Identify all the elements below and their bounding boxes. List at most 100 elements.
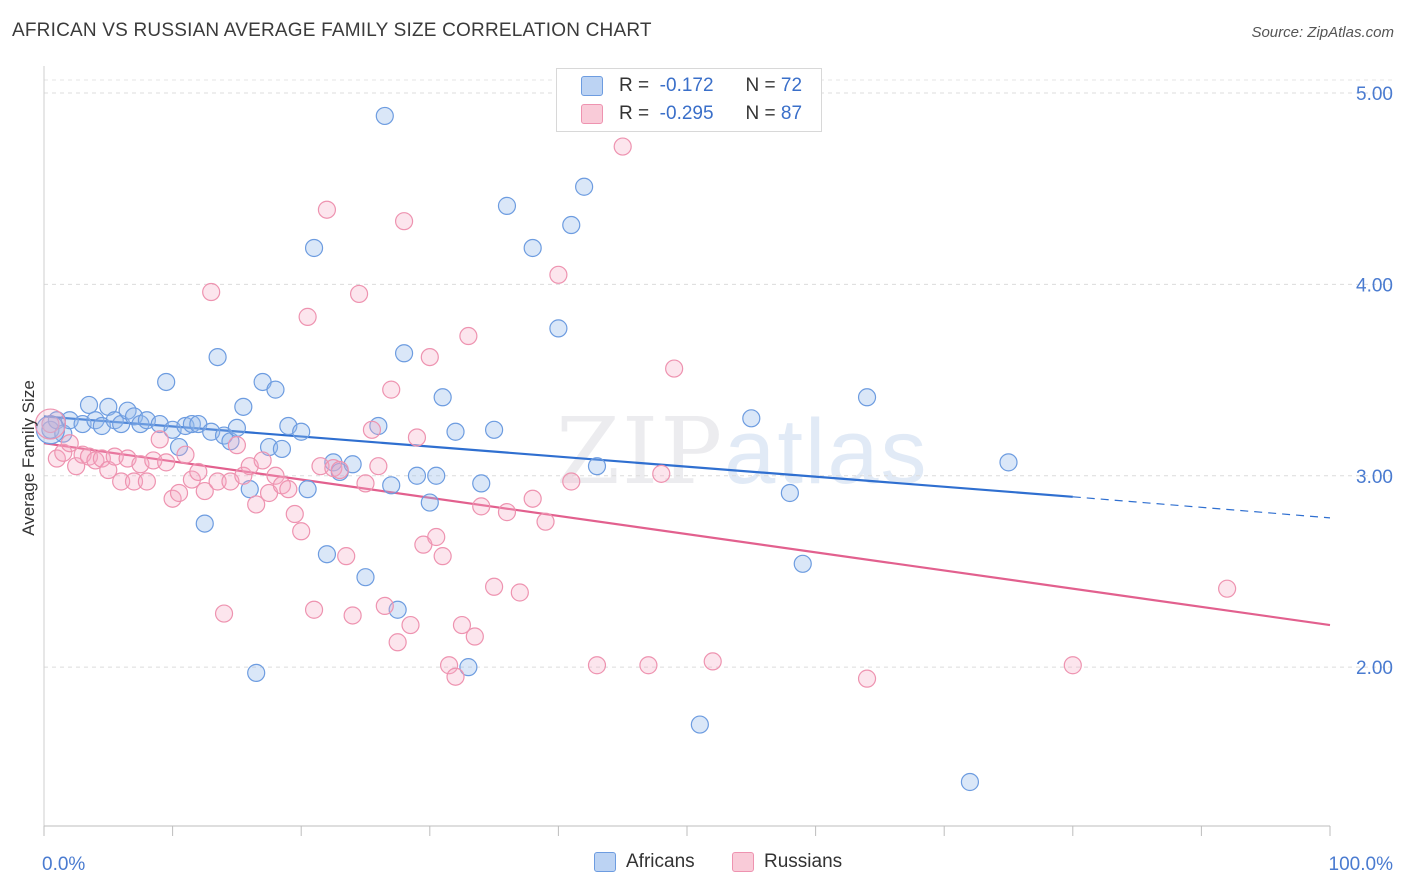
point-russians (388, 633, 407, 652)
point-russians (54, 443, 73, 462)
axis-labels: 2.00 3.00 4.00 5.00 0.0% 100.0% Average Family… (19, 84, 1393, 875)
point-russians (279, 480, 298, 499)
point-russians (523, 489, 542, 508)
point-russians (703, 652, 722, 671)
point-russians (562, 472, 581, 491)
point-russians (394, 212, 414, 231)
point-russians (67, 457, 86, 476)
point-africans (266, 380, 285, 399)
legend-r-value: -0.172 (659, 75, 714, 96)
point-russians (459, 326, 478, 346)
point-russians (433, 547, 452, 566)
point-africans (575, 177, 594, 196)
point-africans (195, 514, 214, 533)
point-russians (202, 282, 221, 302)
point-russians (349, 284, 369, 304)
point-russians (362, 420, 382, 439)
point-africans (472, 474, 491, 493)
point-russians (292, 522, 311, 541)
trend-lines (43, 415, 1331, 627)
point-africans (356, 568, 375, 587)
point-russians (112, 472, 131, 491)
legend-swatch-russians (581, 104, 603, 124)
point-russians (510, 583, 529, 602)
point-russians (124, 472, 144, 491)
trend-line-russians (43, 442, 1331, 627)
point-russians (401, 615, 420, 635)
point-russians (1063, 656, 1082, 675)
point-africans (182, 414, 201, 434)
chart-source: Source: ZipAtlas.com (1251, 24, 1394, 41)
bottom-legend-label-africans: Africans (626, 851, 695, 872)
point-africans (420, 493, 439, 512)
point-russians (189, 462, 208, 482)
point-russians (137, 472, 156, 491)
y-tick-label: 4.00 (1356, 275, 1393, 296)
point-russians (613, 137, 632, 156)
gridlines (44, 79, 1392, 668)
x-tick-label: 100.0% (1329, 854, 1394, 875)
point-russians (356, 474, 375, 493)
point-russians (324, 458, 343, 478)
point-russians-large (34, 408, 67, 440)
point-russians (60, 434, 79, 453)
bottom-swatch-russians (732, 852, 754, 872)
point-russians (587, 656, 607, 675)
point-russians (150, 430, 169, 449)
point-africans (793, 554, 812, 573)
point-russians (652, 464, 671, 483)
point-africans (292, 422, 311, 441)
point-russians (439, 656, 459, 675)
point-russians (253, 451, 272, 470)
point-russians (304, 600, 324, 619)
point-africans (407, 466, 427, 485)
point-russians (446, 667, 465, 686)
point-russians (472, 497, 491, 516)
point-africans (857, 388, 877, 407)
trend-line-africans-extension (1072, 496, 1331, 519)
point-africans (690, 715, 709, 734)
point-russians (195, 481, 214, 501)
point-russians (382, 380, 401, 399)
point-africans (742, 409, 761, 428)
point-russians (407, 428, 427, 447)
point-russians (86, 451, 105, 470)
point-africans (433, 388, 452, 407)
x-tick-label: 0.0% (42, 854, 85, 875)
legend-row-russians: R = -0.295 N = 87 (581, 103, 802, 125)
point-russians (247, 495, 266, 514)
point-africans (382, 476, 401, 495)
point-africans (485, 420, 504, 439)
point-russians (549, 265, 568, 284)
point-russians (375, 596, 394, 615)
point-africans (587, 457, 607, 476)
point-africans (780, 483, 799, 503)
point-africans (459, 658, 478, 677)
point-africans (562, 215, 581, 235)
point-russians (369, 457, 388, 476)
y-tick-label: 3.00 (1356, 467, 1393, 488)
point-russians (176, 445, 195, 464)
point-russians (427, 527, 446, 547)
point-africans (157, 372, 176, 392)
point-russians (208, 472, 227, 491)
point-africans (999, 453, 1018, 472)
point-russians (337, 547, 356, 566)
trend-line-africans (43, 415, 1073, 498)
bottom-legend-label-russians: Russians (764, 851, 843, 872)
data-points (34, 106, 1237, 792)
point-russians (420, 347, 439, 367)
point-africans (317, 545, 337, 564)
point-russians (330, 460, 349, 480)
point-russians (452, 615, 472, 635)
point-russians (536, 512, 555, 531)
point-africans (304, 238, 324, 258)
chart-title: AFRICAN VS RUSSIAN AVERAGE FAMILY SIZE C… (12, 20, 652, 41)
legend-row-africans: R = -0.172 N = 72 (581, 75, 802, 97)
point-africans (497, 196, 517, 215)
point-africans (234, 397, 253, 416)
legend-n-value: 72 (780, 75, 803, 96)
watermark: ZIPatlas (556, 398, 929, 505)
point-russians (298, 307, 317, 326)
